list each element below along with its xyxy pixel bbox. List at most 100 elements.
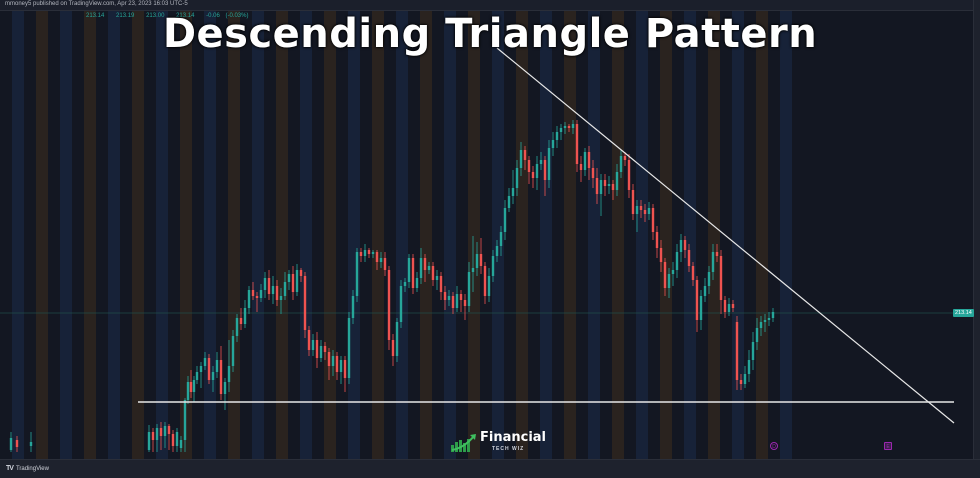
session-band [180,11,192,459]
candle-body [567,126,571,128]
candle-body [731,304,735,308]
session-band [252,11,264,459]
ohlc-change: -0.06 (-0.03%) [206,13,249,19]
candle-body [463,300,467,306]
candlestick-series [9,120,775,452]
ohlc-open: 213.14 [86,13,105,19]
candle-body [747,360,751,374]
ohlc-high: 213.19 [116,13,135,19]
candle-body [435,276,439,280]
candle-body [547,148,551,180]
candle-body [243,308,247,324]
session-band [132,11,144,459]
candle-body [667,274,671,288]
session-band [324,11,336,459]
candle-body [287,274,291,282]
session-band [36,11,48,459]
candle-body [743,374,747,384]
candle-body [9,438,13,450]
publisher-text: mmoney5 published on TradingView.com, Ap… [5,1,188,7]
candle-body [395,322,399,356]
candle-body [327,352,331,366]
candle-body [539,160,543,164]
price-axis[interactable] [973,0,980,477]
session-band [564,11,576,459]
candle-body [355,252,359,296]
candle-body [303,276,307,330]
session-band [540,11,552,459]
candle-body [663,262,667,288]
candle-body [167,426,171,434]
candle-body [291,274,295,292]
candle-body [223,382,227,394]
candle-body [495,246,499,256]
candle-body [351,296,355,318]
session-band [204,11,216,459]
earnings-marker-icon[interactable]: E [884,442,892,450]
candle-body [659,248,663,262]
tradingview-wordmark: TradingView [15,466,49,472]
candle-body [387,270,391,340]
candle-body [415,278,419,288]
candle-body [215,360,219,372]
tradingview-logo[interactable]: TV TradingView [6,465,49,472]
session-band [300,11,312,459]
candle-body [595,178,599,194]
session-band [396,11,408,459]
candle-body [275,286,279,300]
candle-body [427,266,431,270]
candle-body [151,432,155,440]
dividend-marker-icon[interactable]: D [770,442,778,450]
session-band [156,11,168,459]
candle-body [399,286,403,322]
candle-body [599,180,603,194]
candle-body [251,290,255,296]
pattern-annotations[interactable] [138,47,955,424]
candle-body [183,400,187,440]
session-band [444,11,456,459]
candle-body [699,296,703,320]
candle-body [559,128,563,132]
candle-body [759,322,763,328]
candle-body [519,150,523,168]
candle-body [455,294,459,308]
growth-chart-logo-icon [451,434,476,452]
candle-body [391,340,395,356]
candle-body [591,168,595,178]
candle-body [619,156,623,172]
candle-body [515,168,519,188]
session-band [756,11,768,459]
candle-body [487,276,491,296]
candle-body [235,318,239,336]
candle-body [219,360,223,394]
candle-body [523,150,527,160]
candle-body [459,294,463,300]
candle-body [263,278,267,290]
candle-body [195,372,199,380]
candle-body [651,208,655,232]
session-band [468,11,480,459]
candle-body [443,292,447,300]
candle-body [655,232,659,248]
candle-body [439,276,443,292]
candle-body [283,282,287,296]
candle-body [367,250,371,254]
candle-body [771,312,775,318]
candle-body [555,132,559,140]
candle-body [375,252,379,262]
candle-body [247,290,251,308]
candle-body [471,268,475,272]
candle-body [419,258,423,278]
candle-body [503,208,507,232]
session-band [276,11,288,459]
candle-body [719,256,723,300]
candle-body [483,266,487,296]
descending-resistance-line[interactable] [496,47,955,424]
candle-body [531,172,535,178]
session-band [732,11,744,459]
candle-body [647,208,651,214]
session-band [708,11,720,459]
candle-body [467,272,471,306]
